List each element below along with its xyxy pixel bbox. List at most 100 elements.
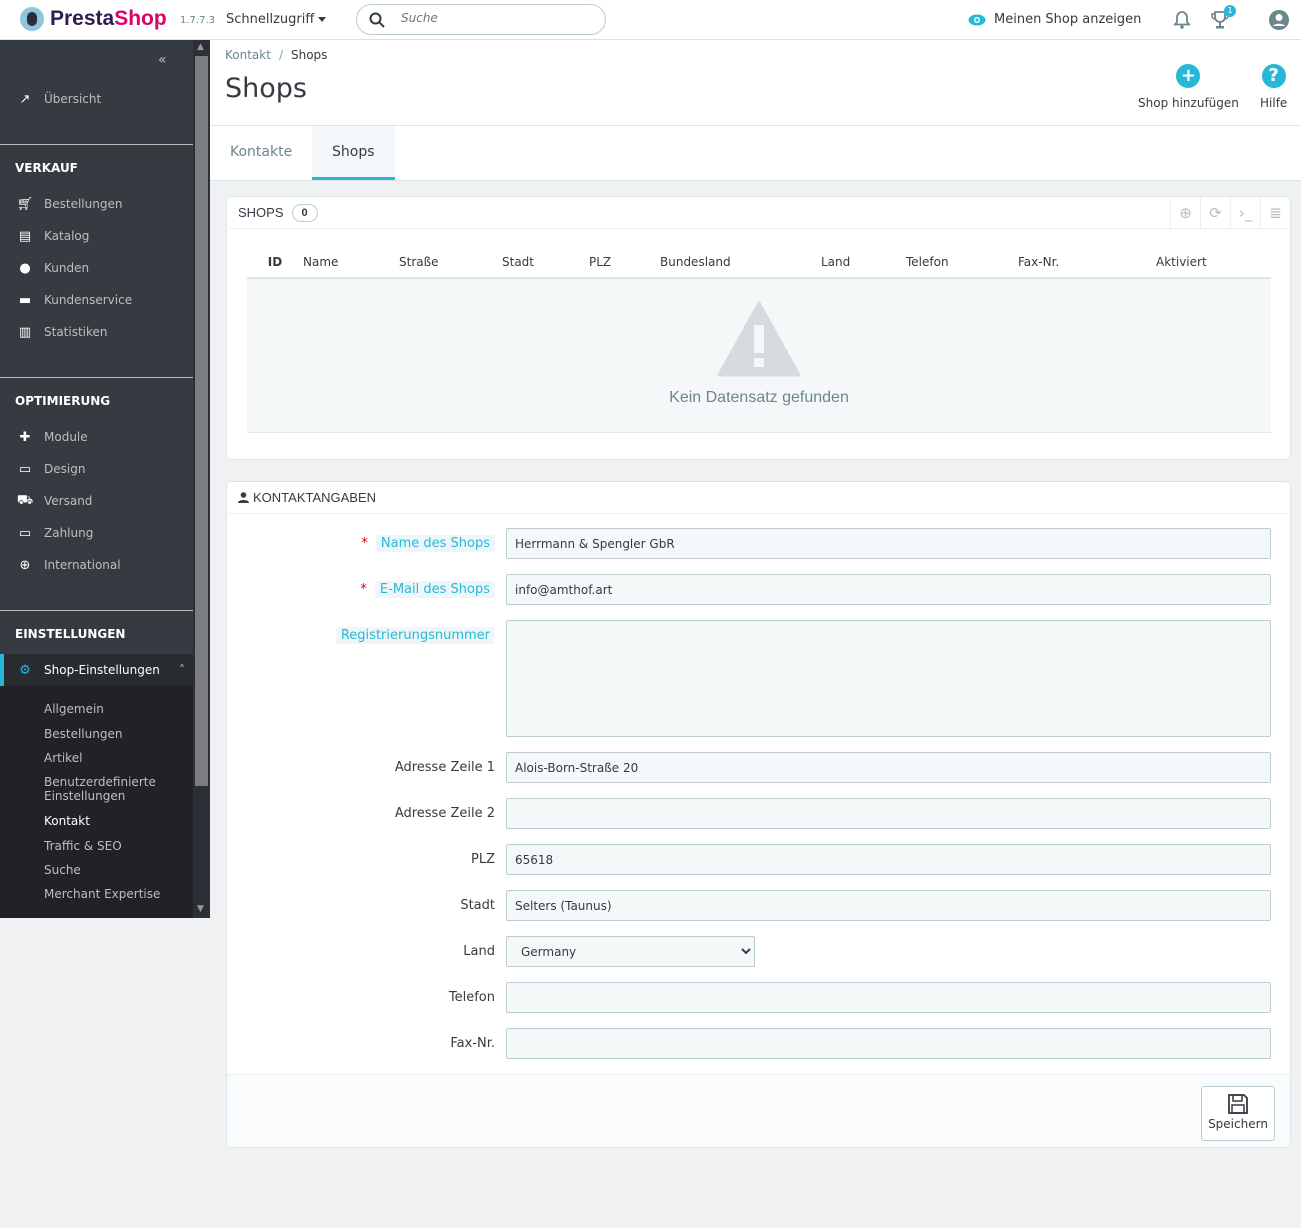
shop-email-input[interactable] xyxy=(506,574,1271,605)
nav-customer-service[interactable]: ▬ Kundenservice xyxy=(0,285,193,315)
address1-input[interactable] xyxy=(506,752,1271,783)
field-label: Land xyxy=(463,944,495,959)
nav-label: Übersicht xyxy=(44,92,102,106)
monitor-icon: ▭ xyxy=(18,461,32,477)
count-badge: 0 xyxy=(291,203,318,222)
quick-access-dropdown[interactable]: Schnellzugriff xyxy=(226,12,327,27)
subnav-traffic-seo[interactable]: Traffic & SEO xyxy=(44,839,122,853)
subnav-search[interactable]: Suche xyxy=(44,863,81,877)
account-circle-icon: ● xyxy=(19,260,31,276)
prestashop-logo[interactable]: Presta Shop xyxy=(20,7,167,31)
fax-input[interactable] xyxy=(506,1028,1271,1059)
col-country[interactable]: Land xyxy=(821,247,906,279)
nav-label: Versand xyxy=(44,494,93,508)
subnav-contact[interactable]: Kontakt xyxy=(44,814,90,828)
field-label: Adresse Zeile 1 xyxy=(394,760,495,775)
subnav-merchant-expertise[interactable]: Merchant Expertise xyxy=(44,887,161,901)
nav-shop-settings[interactable]: ⚙ Shop-Einstellungen ˄ xyxy=(0,654,193,686)
button-label: Speichern xyxy=(1208,1117,1268,1131)
brand-name: Presta xyxy=(50,7,115,30)
nav-label: Bestellungen xyxy=(44,197,123,211)
address2-input[interactable] xyxy=(506,798,1271,829)
panel-footer: Speichern xyxy=(227,1074,1290,1146)
puzzle-icon: ✚ xyxy=(19,429,31,445)
user-account-icon[interactable] xyxy=(1268,9,1290,31)
button-label: Hilfe xyxy=(1260,96,1288,110)
submenu: Allgemein Bestellungen Artikel Benutzerd… xyxy=(0,686,193,918)
col-fax[interactable]: Fax-Nr. xyxy=(1018,247,1126,279)
refresh-icon[interactable]: ⟳ xyxy=(1200,197,1230,229)
shop-name-input[interactable] xyxy=(506,528,1271,559)
tab-shops[interactable]: Shops xyxy=(312,126,395,180)
subnav-custom-settings[interactable]: Benutzerdefinierte Einstellungen xyxy=(44,775,156,803)
registration-number-textarea[interactable] xyxy=(506,620,1271,737)
nav-international[interactable]: ⊕ International xyxy=(0,550,193,580)
country-select[interactable]: Germany xyxy=(506,936,755,967)
add-shop-button[interactable]: + Shop hinzufügen xyxy=(1138,64,1239,110)
breadcrumb-link[interactable]: Kontakt xyxy=(225,48,271,62)
store-icon: ▤ xyxy=(18,228,32,244)
add-new-icon[interactable]: ⊕ xyxy=(1170,197,1200,229)
divider xyxy=(210,125,1301,126)
subnav-products[interactable]: Artikel xyxy=(44,751,83,765)
col-name[interactable]: Name xyxy=(303,247,399,279)
nav-label: Zahlung xyxy=(44,526,94,540)
col-zip[interactable]: PLZ xyxy=(589,247,660,279)
shops-list-panel: SHOPS 0 ⊕ ⟳ ›_ ≣ ID Name Straße Stadt PLZ Bu… xyxy=(226,196,1291,460)
button-label: Shop hinzufügen xyxy=(1138,96,1239,110)
col-state[interactable]: Bundesland xyxy=(660,247,821,279)
save-button[interactable]: Speichern xyxy=(1201,1086,1275,1141)
bell-icon[interactable] xyxy=(1172,10,1192,30)
help-circle-icon: ? xyxy=(1261,64,1286,88)
nav-shipping[interactable]: ⛟ Versand xyxy=(0,486,193,516)
nav-orders[interactable]: 🛒︎ Bestellungen xyxy=(0,189,193,219)
col-phone[interactable]: Telefon xyxy=(906,247,1018,279)
field-label: * E-Mail des Shops xyxy=(360,581,495,598)
col-active[interactable]: Aktiviert xyxy=(1126,247,1271,279)
nav-label: International xyxy=(44,558,121,572)
nav-customers[interactable]: ● Kunden xyxy=(0,253,193,283)
nav-label: Statistiken xyxy=(44,325,108,339)
search-input[interactable] xyxy=(401,11,591,25)
terminal-sql-icon[interactable]: ›_ xyxy=(1230,197,1260,229)
subnav-general[interactable]: Allgemein xyxy=(44,702,104,716)
help-button[interactable]: ? Hilfe xyxy=(1260,64,1287,110)
divider xyxy=(0,610,193,611)
credit-card-icon: ▭ xyxy=(18,525,32,541)
tab-contacts[interactable]: Kontakte xyxy=(230,144,293,160)
subnav-orders[interactable]: Bestellungen xyxy=(44,727,123,741)
view-shop-link[interactable]: Meinen Shop anzeigen xyxy=(968,12,1141,27)
field-label: Adresse Zeile 2 xyxy=(394,806,495,821)
version: 1.7.7.3 xyxy=(180,15,215,26)
nav-label: Kundenservice xyxy=(44,293,133,307)
chevron-up-icon: ˄ xyxy=(179,663,185,677)
search-box xyxy=(356,4,606,35)
nav-modules[interactable]: ✚ Module xyxy=(0,422,193,452)
nav-catalog[interactable]: ▤ Katalog xyxy=(0,221,193,251)
scrollbar-thumb[interactable] xyxy=(195,56,208,786)
nav-label: Design xyxy=(44,462,86,476)
city-input[interactable] xyxy=(506,890,1271,921)
database-export-icon[interactable]: ≣ xyxy=(1260,197,1290,229)
scroll-down-icon[interactable]: ▼ xyxy=(197,904,204,914)
phone-input[interactable] xyxy=(506,982,1271,1013)
chat-icon: ▬ xyxy=(18,292,32,308)
col-street[interactable]: Straße xyxy=(399,247,502,279)
sidebar-scrollbar[interactable]: ▲ ▼ xyxy=(193,40,210,918)
trending-icon: ↗ xyxy=(19,91,31,107)
collapse-sidebar-icon[interactable]: « xyxy=(158,52,167,68)
scroll-up-icon[interactable]: ▲ xyxy=(197,42,204,52)
truck-icon: ⛟ xyxy=(16,492,34,508)
search-icon[interactable] xyxy=(369,12,385,28)
divider xyxy=(0,377,193,378)
basket-icon: 🛒︎ xyxy=(16,196,34,212)
nav-design[interactable]: ▭ Design xyxy=(0,454,193,484)
nav-statistics[interactable]: ▥ Statistiken xyxy=(0,317,193,347)
col-city[interactable]: Stadt xyxy=(502,247,589,279)
zip-input[interactable] xyxy=(506,844,1271,875)
nav-payment[interactable]: ▭ Zahlung xyxy=(0,518,193,548)
page-header: Kontakt / Shops Shops + Shop hinzufügen ? Hi… xyxy=(210,40,1301,181)
nav-overview[interactable]: ↗ Übersicht xyxy=(0,84,193,114)
col-id[interactable]: ID xyxy=(247,247,303,279)
